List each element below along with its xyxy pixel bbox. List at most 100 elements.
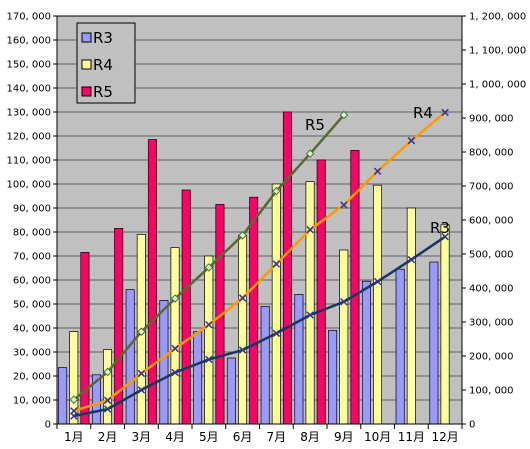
y-right-tick-label: 1, 000, 000: [469, 80, 526, 91]
marker-r4-2: [103, 396, 112, 405]
line-label-r3: R3: [430, 219, 450, 237]
x-tick-label: 4月: [165, 430, 185, 444]
bar-r5-6: [249, 196, 259, 425]
marker-r5-4: [170, 294, 180, 303]
y-right-tick-label: 0: [469, 420, 475, 431]
marker-r3-11: [407, 255, 416, 264]
marker-r4-12: [441, 108, 449, 117]
line-cumulative-r3: [73, 235, 446, 418]
y-left-tick-label: 160, 000: [6, 36, 51, 47]
marker-r3-7: [272, 329, 281, 338]
line-label-r5: R5: [305, 116, 325, 134]
bar-r3-7: [260, 306, 270, 425]
y-left-tick-label: 150, 000: [6, 60, 51, 71]
bar-r5-4: [181, 189, 191, 425]
legend-swatch-r3: [81, 32, 92, 43]
marker-r3-9: [340, 298, 348, 306]
y-left-tick-label: 80, 000: [13, 228, 51, 239]
bar-r3-11: [395, 268, 405, 425]
bar-r3-10: [361, 280, 371, 425]
marker-r5-5: [204, 263, 214, 272]
x-tick-label: 7月: [267, 430, 287, 444]
y-right-tick-label: 400, 000: [469, 284, 514, 295]
x-tick-label: 8月: [300, 430, 320, 444]
x-tick-label: 6月: [233, 430, 253, 444]
y-right-tick-label: 900, 000: [469, 114, 514, 125]
marker-r3-3: [137, 386, 146, 394]
y-right-tick-label: 200, 000: [469, 352, 514, 363]
marker-r3-8: [306, 311, 314, 319]
y-left-tick-label: 60, 000: [13, 276, 51, 287]
legend-label-r4: R4: [93, 56, 113, 74]
bar-r5-1: [80, 252, 90, 425]
bar-r5-8: [316, 159, 326, 425]
y-left-tick-label: 0: [45, 420, 51, 431]
marker-r4-8: [306, 225, 314, 234]
y-right-tick-label: 700, 000: [469, 182, 514, 193]
marker-r3-1: [70, 412, 78, 420]
y-left-tick-label: 140, 000: [6, 84, 51, 95]
legend: R3 R4 R5: [76, 22, 136, 104]
marker-r4-7: [272, 260, 281, 268]
marker-r5-9: [339, 110, 349, 120]
bar-r3-6: [226, 357, 236, 425]
legend-swatch-r4: [81, 59, 92, 70]
y-right-tick-label: 300, 000: [469, 318, 514, 329]
bar-r5-7: [282, 111, 292, 425]
bar-r4-2: [103, 349, 113, 425]
y-right-tick-label: 1, 100, 000: [469, 46, 526, 57]
bar-r3-8: [294, 294, 304, 425]
bar-r3-4: [159, 300, 169, 425]
bar-r3-1: [58, 367, 68, 425]
line-label-r4: R4: [413, 104, 433, 122]
x-tick-label: 1月: [64, 430, 84, 444]
y-left-tick-label: 30, 000: [13, 348, 51, 359]
y-left-tick-label: 20, 000: [13, 372, 51, 383]
y-right-tick-label: 100, 000: [469, 386, 514, 397]
bar-r3-9: [328, 330, 338, 425]
marker-r3-6: [238, 346, 247, 354]
marker-r4-5: [205, 320, 213, 329]
marker-r3-10: [373, 277, 382, 286]
y-left-tick-label: 170, 000: [6, 12, 51, 23]
line-cumulative-r4: [73, 111, 446, 413]
x-tick-label: 5月: [199, 430, 219, 444]
marker-r5-3: [137, 327, 146, 336]
bar-r5-3: [147, 139, 157, 425]
marker-r3-4: [171, 368, 179, 377]
bar-r4-6: [238, 235, 248, 425]
marker-r3-12: [441, 232, 449, 241]
x-tick-label: 11月: [398, 430, 425, 444]
y-right-tick-label: 1, 200, 000: [469, 12, 526, 23]
marker-r5-7: [272, 186, 281, 196]
x-tick-label: 2月: [98, 430, 118, 444]
bar-r3-5: [193, 331, 203, 425]
y-left-tick-label: 120, 000: [6, 132, 51, 143]
y-left-tick-label: 10, 000: [13, 396, 51, 407]
y-left-tick-label: 70, 000: [13, 252, 51, 263]
marker-r4-10: [373, 167, 382, 175]
x-tick-label: 12月: [431, 430, 458, 444]
bar-r4-7: [271, 183, 281, 425]
marker-r5-6: [238, 230, 247, 240]
y-right-tick-label: 600, 000: [469, 216, 514, 227]
marker-r4-3: [137, 369, 146, 378]
bar-r4-12: [440, 224, 450, 425]
y-left-tick-label: 40, 000: [13, 324, 51, 335]
y-left-tick-label: 100, 000: [6, 180, 51, 191]
legend-label-r5: R5: [93, 83, 113, 101]
x-tick-label: 10月: [364, 430, 391, 444]
bar-r4-8: [305, 181, 315, 425]
marker-r5-2: [103, 367, 112, 377]
y-left-tick-label: 110, 000: [6, 156, 51, 167]
line-markers: [69, 108, 449, 420]
axes: 0 10, 000 20, 000 30, 000 40, 000 50, 000 60, …: [6, 12, 526, 445]
bar-r4-5: [204, 255, 214, 425]
x-tick-label: 3月: [132, 430, 152, 444]
bar-r4-10: [373, 184, 383, 425]
marker-r4-11: [407, 136, 416, 145]
y-left-tick-label: 50, 000: [13, 300, 51, 311]
marker-r5-8: [305, 149, 315, 159]
